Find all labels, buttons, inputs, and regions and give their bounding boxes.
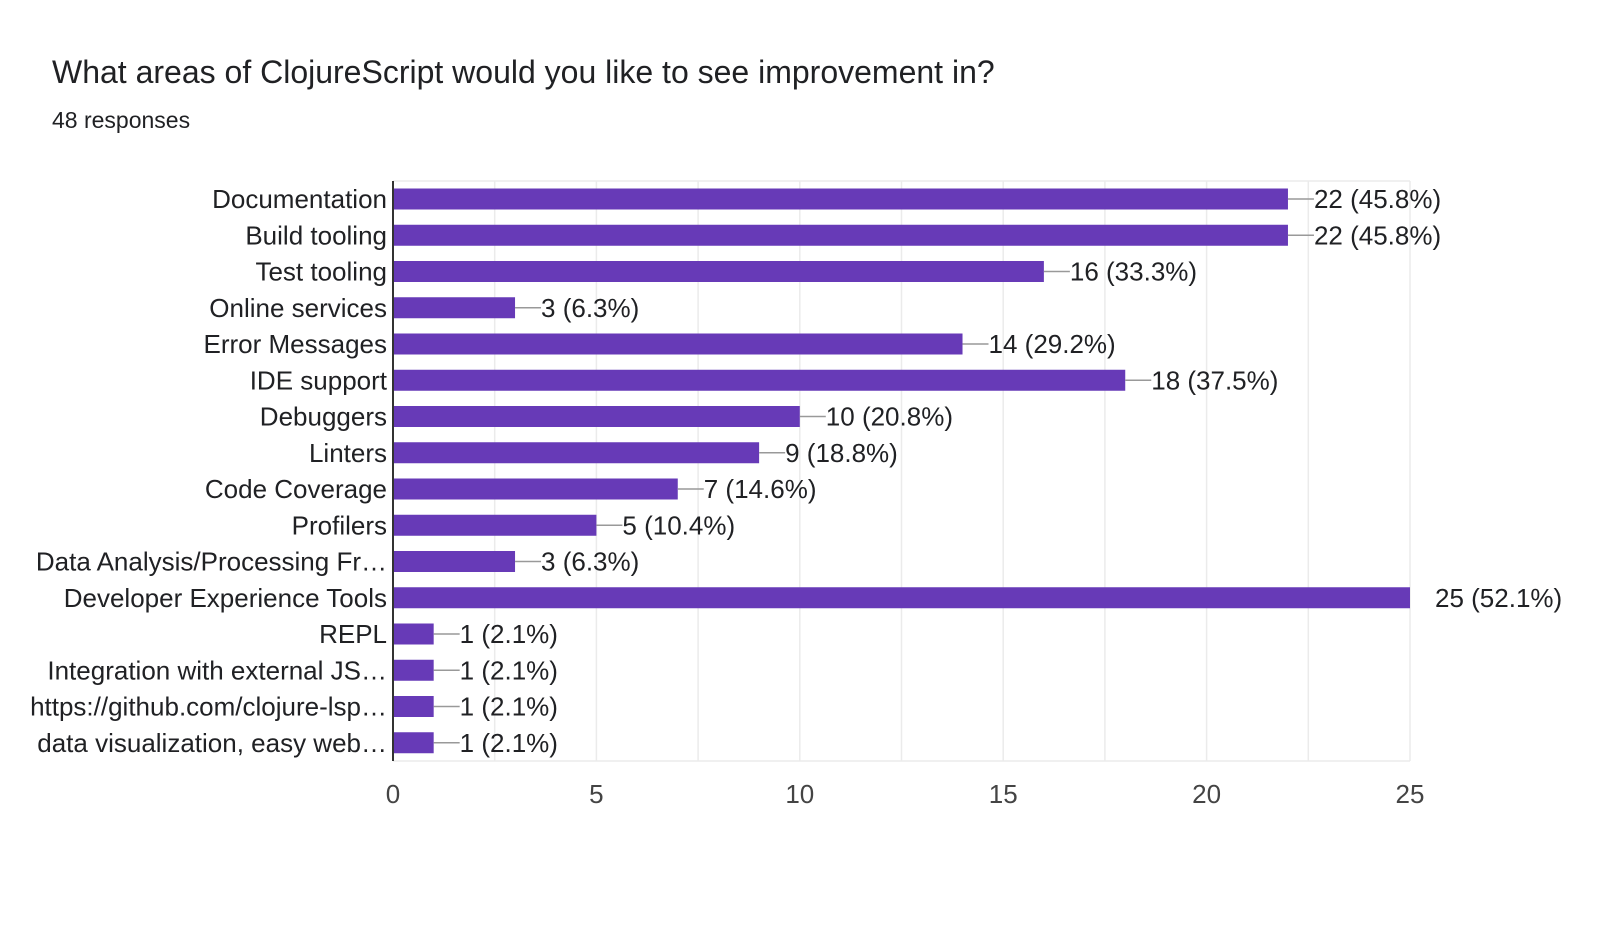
category-label: Documentation: [212, 184, 387, 214]
data-label: 25 (52.1%): [1435, 583, 1562, 613]
response-count: 48 responses: [52, 107, 191, 133]
bar: [393, 696, 434, 717]
data-label: 9 (18.8%): [785, 438, 898, 468]
category-label: Developer Experience Tools: [64, 583, 387, 613]
category-label: Test tooling: [255, 257, 387, 287]
bar: [393, 406, 800, 427]
data-label: 5 (10.4%): [622, 510, 735, 540]
category-label: Data Analysis/Processing Fr…: [36, 547, 387, 577]
data-label: 16 (33.3%): [1070, 257, 1197, 287]
bar: [393, 732, 434, 754]
bar: [393, 442, 760, 464]
x-tick-label: 10: [785, 779, 814, 809]
x-tick-label: 0: [386, 779, 400, 809]
data-label: 18 (37.5%): [1151, 365, 1278, 395]
category-label: REPL: [319, 619, 387, 649]
data-label: 3 (6.3%): [541, 293, 639, 323]
category-label: Integration with external JS…: [47, 655, 387, 685]
bar: [393, 551, 516, 572]
data-label: 3 (6.3%): [541, 547, 639, 577]
bar: [393, 659, 434, 681]
data-label: 22 (45.8%): [1314, 184, 1441, 214]
data-label: 1 (2.1%): [460, 619, 558, 649]
data-label: 14 (29.2%): [989, 329, 1116, 359]
category-label: Error Messages: [204, 329, 388, 359]
data-label: 1 (2.1%): [460, 728, 558, 758]
x-tick-label: 25: [1396, 779, 1425, 809]
bar: [393, 478, 678, 500]
category-label: Profilers: [292, 510, 387, 540]
x-tick-label: 5: [589, 779, 603, 809]
bar: [393, 587, 1410, 609]
bar: [393, 261, 1044, 282]
category-label: https://github.com/clojure-lsp…: [30, 692, 387, 722]
data-label: 1 (2.1%): [460, 655, 558, 685]
chart-title: What areas of ClojureScript would you li…: [52, 54, 995, 90]
data-label: 7 (14.6%): [704, 474, 817, 504]
category-label: Linters: [309, 438, 387, 468]
bar: [393, 224, 1288, 246]
bar: [393, 297, 516, 319]
bars: [393, 188, 1410, 754]
category-label: Debuggers: [260, 402, 387, 432]
bar: [393, 333, 963, 355]
x-tick-label: 20: [1192, 779, 1221, 809]
data-label: 10 (20.8%): [826, 402, 953, 432]
labels: 22 (45.8%) Documentation 22 (45.8%) Build t…: [30, 184, 1562, 809]
category-label: data visualization, easy web…: [37, 728, 387, 758]
category-label: IDE support: [250, 365, 388, 395]
category-label: Online services: [209, 293, 387, 323]
x-tick-label: 15: [989, 779, 1018, 809]
bar: [393, 369, 1126, 391]
category-label: Code Coverage: [205, 474, 387, 504]
data-label: 1 (2.1%): [460, 692, 558, 722]
data-label: 22 (45.8%): [1314, 220, 1441, 250]
bar: [393, 514, 597, 536]
category-label: Build tooling: [245, 220, 387, 250]
bar: [393, 188, 1288, 210]
bar: [393, 623, 434, 645]
